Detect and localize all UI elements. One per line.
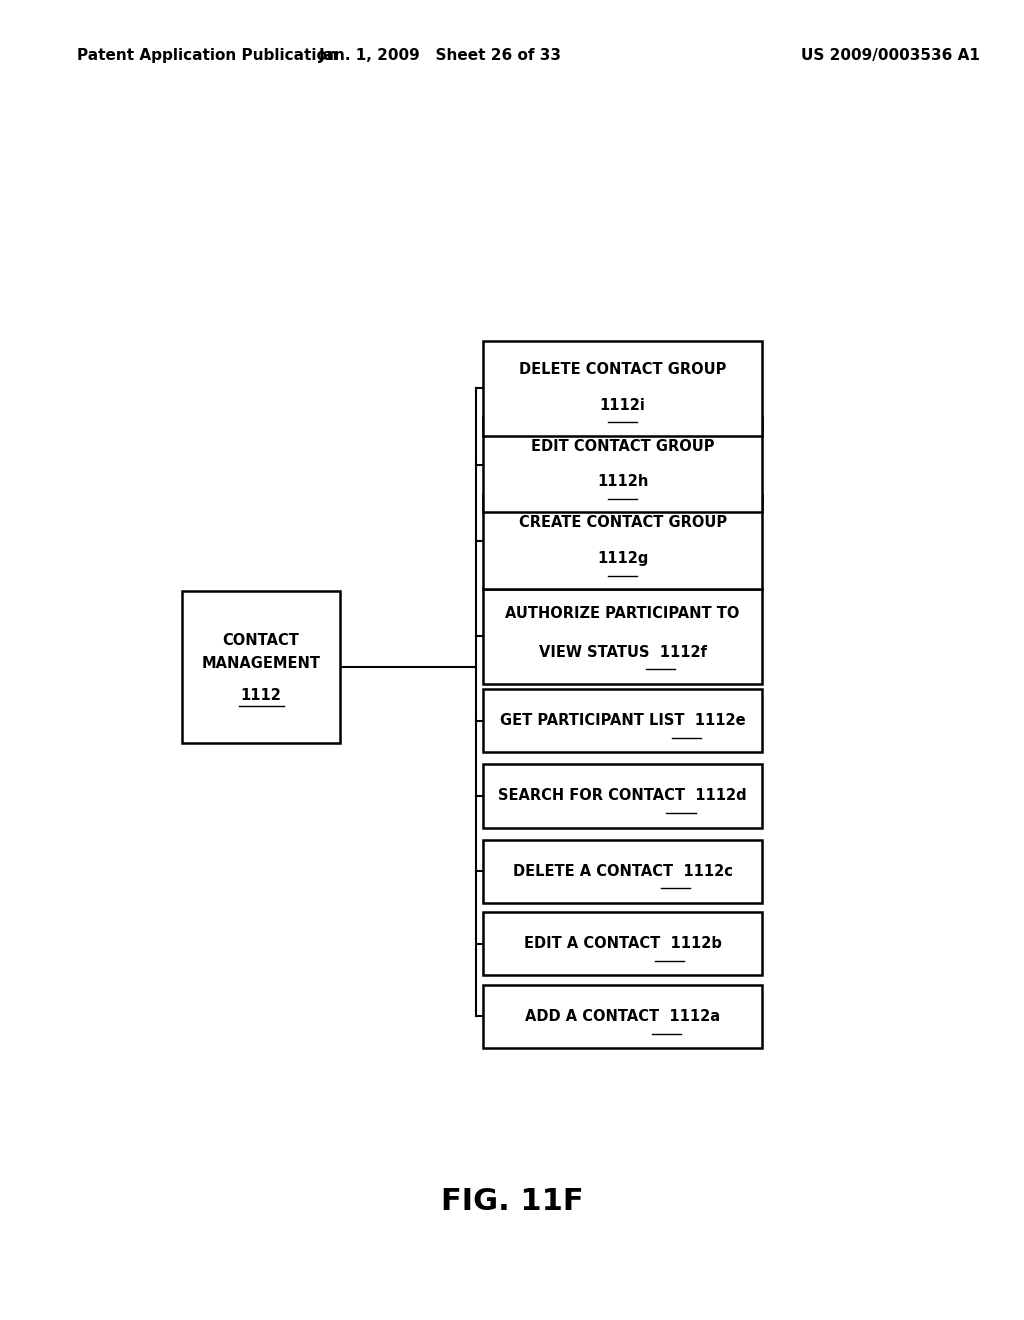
Text: 1112i: 1112i [600, 397, 645, 413]
Text: GET PARTICIPANT LIST  1112e: GET PARTICIPANT LIST 1112e [500, 713, 745, 729]
FancyBboxPatch shape [483, 589, 762, 684]
Text: EDIT CONTACT GROUP: EDIT CONTACT GROUP [530, 438, 715, 454]
Text: EDIT A CONTACT  1112b: EDIT A CONTACT 1112b [523, 936, 722, 952]
Text: US 2009/0003536 A1: US 2009/0003536 A1 [802, 48, 980, 63]
Text: 1112h: 1112h [597, 474, 648, 490]
FancyBboxPatch shape [483, 912, 762, 975]
Text: SEARCH FOR CONTACT  1112d: SEARCH FOR CONTACT 1112d [499, 788, 746, 804]
FancyBboxPatch shape [483, 341, 762, 436]
FancyBboxPatch shape [483, 764, 762, 828]
FancyBboxPatch shape [483, 417, 762, 512]
Text: DELETE CONTACT GROUP: DELETE CONTACT GROUP [519, 362, 726, 378]
Text: Patent Application Publication: Patent Application Publication [77, 48, 338, 63]
Text: FIG. 11F: FIG. 11F [440, 1187, 584, 1216]
Text: VIEW STATUS  1112f: VIEW STATUS 1112f [539, 644, 707, 660]
FancyBboxPatch shape [182, 591, 340, 742]
Text: DELETE A CONTACT  1112c: DELETE A CONTACT 1112c [513, 863, 732, 879]
FancyBboxPatch shape [483, 985, 762, 1048]
Text: CREATE CONTACT GROUP: CREATE CONTACT GROUP [518, 515, 727, 531]
Text: 1112g: 1112g [597, 550, 648, 566]
FancyBboxPatch shape [483, 494, 762, 589]
Text: AUTHORIZE PARTICIPANT TO: AUTHORIZE PARTICIPANT TO [506, 606, 739, 622]
Text: ADD A CONTACT  1112a: ADD A CONTACT 1112a [525, 1008, 720, 1024]
Text: 1112: 1112 [241, 688, 282, 704]
Text: Jan. 1, 2009   Sheet 26 of 33: Jan. 1, 2009 Sheet 26 of 33 [318, 48, 562, 63]
Text: MANAGEMENT: MANAGEMENT [202, 656, 321, 672]
Text: CONTACT: CONTACT [222, 632, 300, 648]
FancyBboxPatch shape [483, 840, 762, 903]
FancyBboxPatch shape [483, 689, 762, 752]
